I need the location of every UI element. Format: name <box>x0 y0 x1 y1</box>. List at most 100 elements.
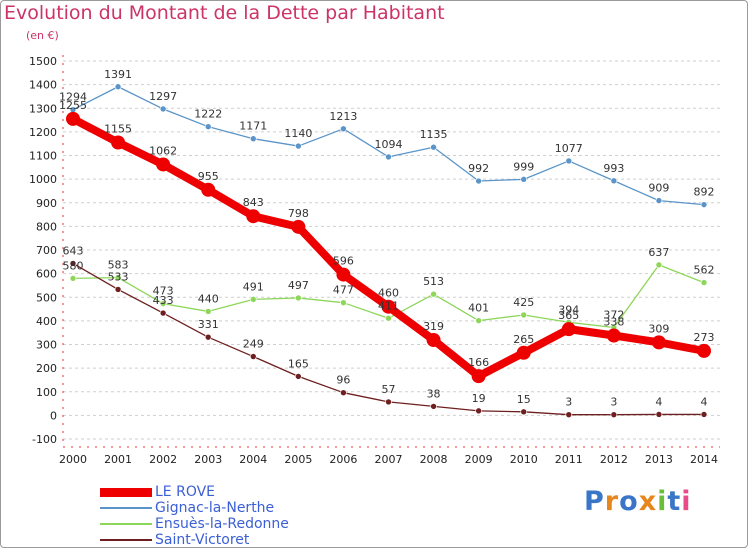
data-label: 365 <box>558 309 579 322</box>
y-tick-label: 0 <box>50 409 57 422</box>
data-label: 491 <box>243 280 264 293</box>
data-point <box>336 267 351 282</box>
data-label: 1094 <box>375 138 403 151</box>
data-label: 992 <box>468 162 489 175</box>
data-point <box>516 345 531 360</box>
data-point <box>610 411 618 418</box>
data-point <box>114 83 122 91</box>
data-label: 440 <box>198 292 219 305</box>
data-point <box>204 308 212 315</box>
y-tick-label: 600 <box>36 268 57 281</box>
data-point <box>249 296 257 303</box>
data-label: 1062 <box>149 144 177 157</box>
chart-series <box>66 83 711 418</box>
data-label: 96 <box>336 374 350 387</box>
data-label: 892 <box>694 186 715 199</box>
legend-label: LE ROVE <box>155 484 216 500</box>
data-label: 1255 <box>59 99 87 112</box>
data-point <box>697 343 711 358</box>
data-point <box>430 143 437 151</box>
x-tick-label: 2004 <box>239 453 267 466</box>
data-label: 331 <box>198 318 219 331</box>
data-label: 249 <box>243 338 264 351</box>
y-tick-label: 400 <box>36 315 57 328</box>
legend-label: Gignac-la-Nerthe <box>155 500 275 516</box>
y-tick-label: 1300 <box>29 102 57 115</box>
legend-swatch <box>100 523 152 525</box>
data-point <box>204 123 212 130</box>
y-tick-label: 100 <box>36 386 57 399</box>
data-point <box>430 290 437 298</box>
data-point <box>700 279 708 286</box>
proxiti-logo: Proxiti <box>584 486 692 517</box>
data-label: 637 <box>648 246 669 259</box>
y-tick-label: 200 <box>36 362 57 375</box>
data-label: 425 <box>513 296 534 309</box>
data-label: 166 <box>468 356 489 369</box>
data-point <box>295 373 302 380</box>
logo-letter: i <box>657 486 668 517</box>
data-label: 1213 <box>329 110 357 123</box>
chart-axes: -100 0 100 200 300 400 500 600 700 800 900 1000 1100… <box>29 55 720 466</box>
data-point <box>114 286 122 293</box>
y-tick-label: 1000 <box>29 173 57 186</box>
data-label: 433 <box>153 294 174 307</box>
data-point <box>655 261 663 269</box>
x-tick-label: 2003 <box>194 453 222 466</box>
data-label: 1391 <box>104 68 132 81</box>
data-label: 596 <box>333 255 354 268</box>
y-tick-label: 1100 <box>29 150 57 163</box>
y-tick-label: 1500 <box>29 55 57 68</box>
data-point <box>295 294 302 302</box>
data-point <box>159 309 167 317</box>
x-tick-label: 2005 <box>284 453 312 466</box>
data-label: 477 <box>333 284 354 297</box>
data-label: 309 <box>648 322 669 335</box>
data-point <box>340 299 347 306</box>
data-label: 1155 <box>104 123 132 136</box>
data-label: 3 <box>610 396 617 409</box>
x-tick-label: 2002 <box>149 453 177 466</box>
data-point <box>385 314 392 322</box>
data-point <box>655 411 663 418</box>
data-point <box>69 275 77 282</box>
data-point <box>249 353 257 360</box>
data-point <box>291 219 306 234</box>
data-point <box>475 317 482 324</box>
chart-subtitle: (en €) <box>26 29 59 42</box>
data-point <box>655 197 663 204</box>
x-tick-label: 2000 <box>59 453 87 466</box>
data-label: 1222 <box>194 108 222 121</box>
data-label: 473 <box>153 285 174 298</box>
data-label: 955 <box>198 170 219 183</box>
chart-grid <box>63 60 720 440</box>
data-point <box>606 328 621 343</box>
x-tick-label: 2014 <box>690 453 718 466</box>
data-label: 562 <box>694 264 715 277</box>
data-point <box>520 311 528 319</box>
logo-letter: r <box>604 486 620 517</box>
x-tick-label: 2001 <box>104 453 132 466</box>
data-point <box>201 182 216 197</box>
legend-swatch <box>100 539 152 541</box>
y-tick-label: 300 <box>36 339 57 352</box>
legend-label: Ensuès-la-Redonne <box>155 516 289 532</box>
x-tick-label: 2007 <box>375 453 403 466</box>
legend-swatch <box>100 507 152 509</box>
data-label: 38 <box>427 387 441 400</box>
y-tick-label: 1400 <box>29 79 57 92</box>
data-point <box>156 157 171 172</box>
data-point <box>246 209 261 224</box>
x-tick-label: 2008 <box>420 453 448 466</box>
x-tick-label: 2009 <box>465 453 493 466</box>
data-point <box>69 260 77 267</box>
data-point <box>66 111 80 126</box>
logo-letter: t <box>667 486 682 517</box>
data-label: 401 <box>468 302 489 315</box>
data-label: 411 <box>378 299 399 312</box>
data-label: 798 <box>288 207 309 220</box>
data-label: 15 <box>517 393 531 406</box>
data-label: 909 <box>648 182 669 195</box>
data-point <box>114 274 122 281</box>
